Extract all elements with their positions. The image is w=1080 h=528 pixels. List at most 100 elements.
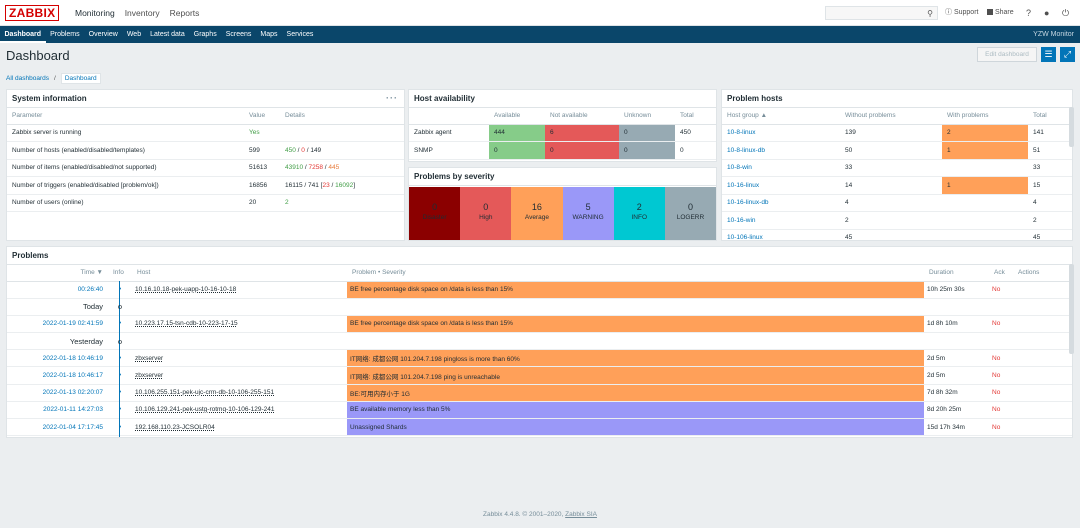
severity-high[interactable]: 0 High xyxy=(460,187,512,240)
problem-description[interactable]: Unassigned Shards xyxy=(347,418,924,437)
table-row: 10-8-linux-db 50 1 51 xyxy=(722,141,1072,160)
zabbix-sia-link[interactable]: Zabbix SIA xyxy=(565,511,597,518)
scrollbar[interactable] xyxy=(1069,264,1074,354)
severity-warning[interactable]: 5 WARNING xyxy=(562,187,614,240)
host-link[interactable]: zbxserver xyxy=(135,372,164,380)
host-group-link[interactable]: 10-106-linux xyxy=(727,234,763,241)
subnav-services[interactable]: Services xyxy=(286,31,314,38)
unknown-cell[interactable]: 0 xyxy=(619,141,675,160)
ack-link[interactable]: No xyxy=(989,349,1013,368)
subnav-maps[interactable]: Maps xyxy=(260,31,278,38)
breadcrumb-all-dashboards[interactable]: All dashboards xyxy=(6,75,49,82)
widget-title: Host availability xyxy=(409,90,716,108)
with-problems-cell[interactable]: 1 xyxy=(942,141,1028,160)
host-link[interactable]: zbxserver xyxy=(135,354,164,362)
problem-time-link[interactable]: 2022-01-18 10:46:19 xyxy=(42,354,103,362)
host-link[interactable]: 10.106.255.151-pek-ujc-crm-db-10-106-255… xyxy=(135,389,275,397)
available-cell[interactable]: 444 xyxy=(489,124,545,142)
date-separator: Yesterday o xyxy=(7,332,1072,351)
host-group-link[interactable]: 10-16-win xyxy=(727,216,756,224)
not-available-cell[interactable]: 0 xyxy=(545,141,619,160)
column-header-time[interactable]: Time ▼ xyxy=(7,265,108,282)
severity-row: 0 Disaster 0 High 16 Average 5 WARNING 2 INFO… xyxy=(409,187,716,240)
ack-link[interactable]: No xyxy=(989,401,1013,420)
timeline-marker: o xyxy=(108,332,132,351)
subnav-graphs[interactable]: Graphs xyxy=(193,31,217,38)
severity-info[interactable]: 2 INFO xyxy=(613,187,665,240)
problem-description[interactable]: BE free percentage disk space on /data i… xyxy=(347,281,924,299)
subnav-problems[interactable]: Problems xyxy=(50,31,80,38)
table-row: SNMP 0 0 0 0 xyxy=(409,141,716,160)
with-problems-cell[interactable]: 2 xyxy=(942,124,1028,142)
date-separator: Today o xyxy=(7,298,1072,316)
ack-link[interactable]: No xyxy=(989,418,1013,437)
user-icon[interactable]: ● xyxy=(1044,8,1050,18)
problem-time-link[interactable]: 00:26:40 xyxy=(77,286,103,294)
zabbix-logo[interactable]: ZABBIX xyxy=(5,5,60,21)
duration-cell: 1d 8h 10m xyxy=(924,315,989,334)
breadcrumb-current[interactable]: Dashboard xyxy=(60,73,101,84)
host-group-link[interactable]: 10-8-linux xyxy=(727,129,756,137)
problem-description[interactable]: BE free percentage disk space on /data i… xyxy=(347,315,924,334)
menu-monitoring[interactable]: Monitoring xyxy=(75,8,115,18)
subnav-web[interactable]: Web xyxy=(126,31,142,38)
host-group-link[interactable]: 10-8-win xyxy=(727,164,752,172)
host-group-link[interactable]: 10-16-linux xyxy=(727,181,760,189)
column-header: Value xyxy=(244,108,280,125)
ack-link[interactable]: No xyxy=(989,384,1013,402)
host-link[interactable]: 192.168.110.23-JCSOLR04 xyxy=(135,423,215,431)
not-available-cell[interactable]: 6 xyxy=(545,124,619,142)
problem-description[interactable]: BE:可用内存小于 1G xyxy=(347,384,924,402)
host-group-link[interactable]: 10-8-linux-db xyxy=(727,146,765,154)
subnav-latest-data[interactable]: Latest data xyxy=(150,31,185,38)
problem-time-link[interactable]: 2022-01-13 02:20:07 xyxy=(42,389,103,397)
power-icon[interactable]: ⏻ xyxy=(1062,8,1070,18)
severity-logerr[interactable]: 0 LOGERR xyxy=(664,187,716,240)
problem-description[interactable]: IT网络: 成都公网 101.204.7.198 ping is unreach… xyxy=(347,366,924,385)
details-cell: 2 xyxy=(280,194,404,212)
table-row: Zabbix server is running Yes xyxy=(7,124,404,142)
fullscreen-icon[interactable]: ⤢ xyxy=(1060,47,1075,62)
host-link[interactable]: 10.16.10.18-pek-uapp-10-16-10-18 xyxy=(135,286,237,294)
problems-by-severity-widget: Problems by severity 0 Disaster 0 High 16 A… xyxy=(408,167,717,241)
unknown-cell[interactable]: 0 xyxy=(619,124,675,142)
menu-inventory[interactable]: Inventory xyxy=(124,8,160,18)
problem-description[interactable]: IT网络: 成都公网 101.204.7.198 pingloss is mor… xyxy=(347,349,924,368)
subnav-dashboard[interactable]: Dashboard xyxy=(0,26,46,43)
ack-link[interactable]: No xyxy=(989,315,1013,334)
edit-dashboard-button[interactable]: Edit dashboard xyxy=(977,47,1037,62)
timeline-dot: • xyxy=(108,349,132,368)
support-link[interactable]: ⓘ Support xyxy=(945,9,979,16)
ack-link[interactable]: No xyxy=(989,366,1013,385)
host-link[interactable]: 10.106.129.241-pek-ustg-rotmq-10-106-129… xyxy=(135,406,275,414)
subnav-overview[interactable]: Overview xyxy=(88,31,118,38)
with-problems-cell[interactable]: 1 xyxy=(942,176,1028,195)
problem-time-link[interactable]: 2022-01-18 10:46:17 xyxy=(42,372,103,380)
severity-average[interactable]: 16 Average xyxy=(511,187,563,240)
help-icon[interactable]: ? xyxy=(1026,8,1032,18)
search-icon[interactable]: ⚲ xyxy=(927,9,933,18)
problems-table: Time ▼ Info Host Problem • Severity Dura… xyxy=(7,265,1072,437)
table-row: Number of hosts (enabled/disabled/templa… xyxy=(7,141,404,160)
subnav-screens[interactable]: Screens xyxy=(225,31,252,38)
top-bar: ZABBIX Monitoring Inventory Reports ⚲ ⓘ … xyxy=(0,0,1080,26)
host-group-link[interactable]: 10-16-linux-db xyxy=(727,199,769,207)
ack-link[interactable]: No xyxy=(989,281,1013,299)
breadcrumb-separator: / xyxy=(54,75,56,82)
widget-menu-icon[interactable]: ··· xyxy=(386,93,398,103)
problem-time-link[interactable]: 2022-01-04 17:17:45 xyxy=(42,423,103,431)
column-header: Info xyxy=(108,265,132,282)
search-input[interactable]: ⚲ xyxy=(825,6,938,20)
table-row: 00:26:40 • 10.16.10.18-pek-uapp-10-16-10… xyxy=(7,281,1072,299)
host-link[interactable]: 10.223.17.15-tsn-cdb-10-223-17-15 xyxy=(135,320,238,328)
scrollbar[interactable] xyxy=(1069,107,1074,147)
problem-time-link[interactable]: 2022-01-19 02:41:59 xyxy=(42,320,103,328)
menu-reports[interactable]: Reports xyxy=(169,8,200,18)
menu-icon[interactable]: ☰ xyxy=(1041,47,1056,62)
problem-time-link[interactable]: 2022-01-11 14:27:03 xyxy=(43,406,103,414)
problem-description[interactable]: BE available memory less than 5% xyxy=(347,401,924,420)
available-cell[interactable]: 0 xyxy=(489,141,545,160)
column-header[interactable]: Host group ▲ xyxy=(722,108,840,125)
share-link[interactable]: Share xyxy=(987,0,1014,26)
severity-disaster[interactable]: 0 Disaster xyxy=(409,187,461,240)
